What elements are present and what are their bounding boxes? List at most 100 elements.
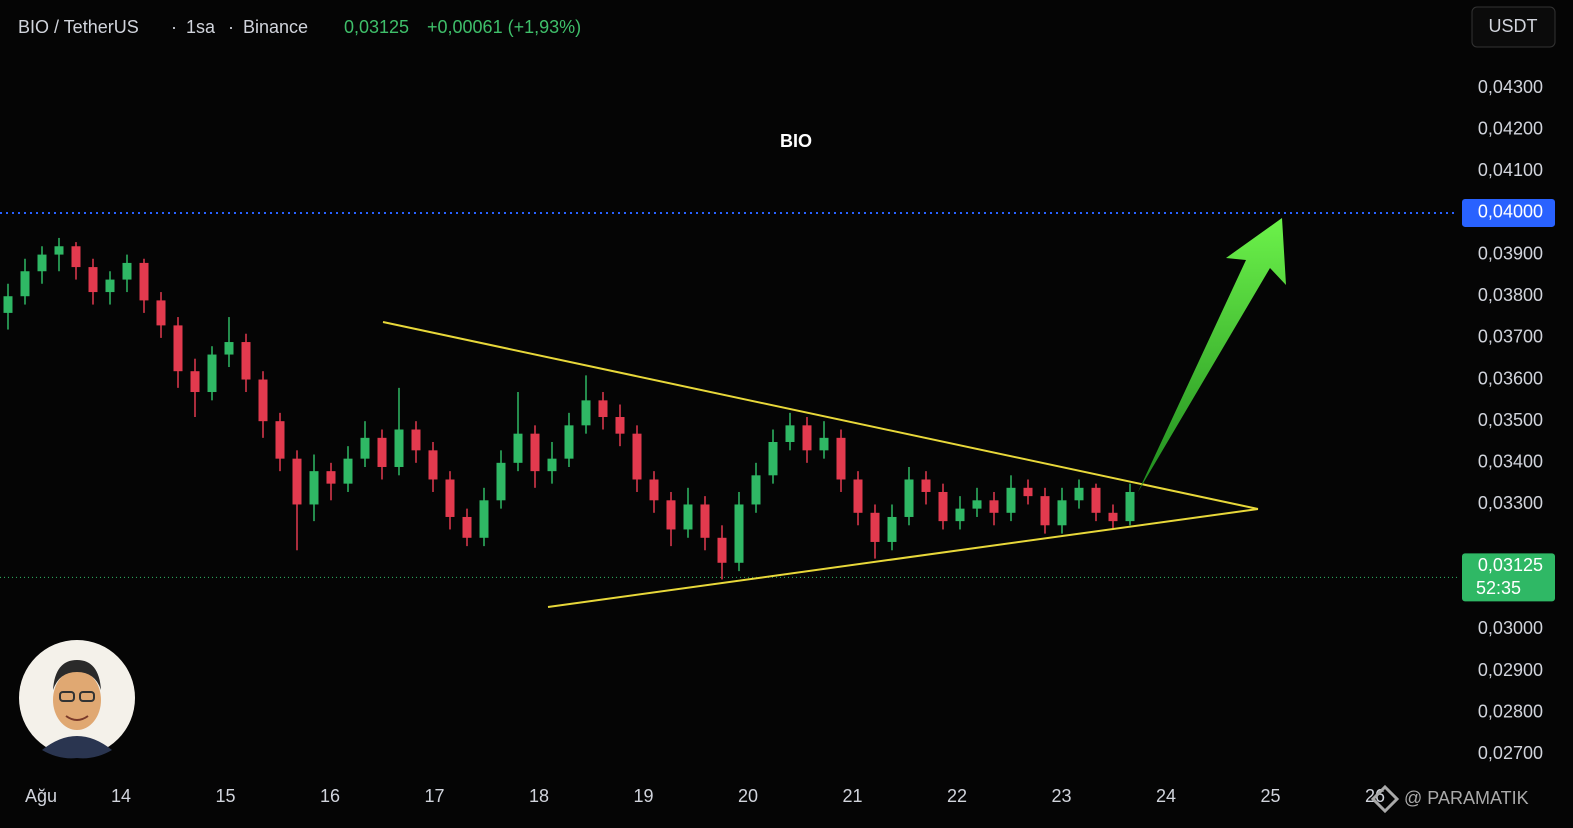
candle-body [1023, 487, 1033, 497]
candle-body [479, 500, 489, 538]
last-price-label: 0,03125 [1478, 555, 1543, 575]
candle-body [1040, 496, 1050, 526]
candle-body [649, 479, 659, 501]
candle-body [632, 433, 642, 480]
candle-body [1091, 487, 1101, 513]
candle-body [428, 450, 438, 480]
watermark: @ PARAMATIK [1370, 784, 1529, 814]
y-tick-label: 0,03600 [1478, 368, 1543, 388]
x-tick-label: 21 [842, 786, 862, 806]
candle-body [683, 504, 693, 530]
candle-body [54, 246, 64, 255]
x-tick-label: Ağu [25, 786, 57, 806]
x-tick-label: 25 [1260, 786, 1280, 806]
candle-body [360, 437, 370, 459]
candle-body [802, 425, 812, 451]
y-tick-label: 0,02900 [1478, 660, 1543, 680]
dot: · [171, 17, 177, 37]
candle-body [734, 504, 744, 563]
candle-body [37, 254, 47, 272]
candle-body [1006, 487, 1016, 513]
candle-body [581, 400, 591, 426]
candle-body [173, 325, 183, 372]
currency-button[interactable] [1471, 6, 1556, 48]
x-tick-label: 23 [1051, 786, 1071, 806]
candle-body [377, 437, 387, 467]
y-tick-label: 0,02800 [1478, 701, 1543, 721]
y-tick-label: 0,03900 [1478, 243, 1543, 263]
avatar [19, 640, 135, 759]
candle-body [156, 300, 166, 326]
y-tick-label: 0,03000 [1478, 618, 1543, 638]
candle-body [564, 425, 574, 459]
candle-body [190, 371, 200, 393]
candle-body [326, 471, 336, 484]
candle-body [1074, 487, 1084, 501]
y-tick-label: 0,03300 [1478, 493, 1543, 513]
candle-body [1108, 512, 1118, 522]
candle-body [309, 471, 319, 505]
chart-title: BIO [780, 131, 812, 151]
candle-body [615, 417, 625, 434]
plot: 0,04300 0,04200 0,04100 0,03900 0,03800 0,037… [0, 77, 1555, 806]
y-tick-label: 0,04100 [1478, 160, 1543, 180]
candle-body [462, 516, 472, 538]
level-label: 0,04000 [1478, 202, 1543, 222]
candle-body [3, 296, 13, 313]
x-tick-label: 14 [111, 786, 131, 806]
currency[interactable]: USDT [1489, 16, 1538, 36]
candle-body [717, 537, 727, 563]
candle-body [870, 512, 880, 542]
candle-body [275, 421, 285, 459]
header-price: 0,03125 [344, 17, 409, 37]
candle-body [139, 262, 149, 301]
x-tick-label: 22 [947, 786, 967, 806]
trendline [382, 321, 1259, 510]
y-tick-label: 0,04200 [1478, 118, 1543, 138]
candle-body [411, 429, 421, 451]
candle-body [598, 400, 608, 418]
candle-body [955, 508, 965, 522]
candle-body [666, 500, 676, 530]
candle-body [921, 479, 931, 492]
candle-body [785, 425, 795, 442]
candle-body [88, 267, 98, 293]
x-tick-label: 16 [320, 786, 340, 806]
candle-body [751, 475, 761, 505]
candle-body [768, 442, 778, 476]
candle-body [836, 437, 846, 480]
x-tick-label: 19 [633, 786, 653, 806]
candle-body [1125, 491, 1135, 522]
y-tick-label: 0,03800 [1478, 285, 1543, 305]
candle-body [904, 479, 914, 517]
candle-body [496, 462, 506, 501]
header-change: +0,00061 (+1,93%) [427, 17, 581, 37]
exchange: Binance [243, 17, 308, 37]
trendline [547, 508, 1259, 608]
candle-body [224, 342, 234, 355]
watermark-text: @ PARAMATIK [1404, 788, 1529, 808]
candle-body [122, 262, 132, 280]
x-tick-label: 18 [529, 786, 549, 806]
candle-body [207, 354, 217, 393]
countdown: 52:35 [1476, 578, 1521, 598]
symbol: BIO / TetherUS [18, 17, 139, 37]
candle-body [972, 500, 982, 509]
x-tick-label: 17 [424, 786, 444, 806]
candle-body [20, 271, 30, 297]
dot: · [228, 17, 234, 37]
y-tick-label: 0,02700 [1478, 743, 1543, 763]
y-tick-label: 0,03700 [1478, 327, 1543, 347]
candle-body [394, 429, 404, 467]
candle-body [241, 342, 251, 380]
x-tick-label: 15 [215, 786, 235, 806]
y-tick-label: 0,03500 [1478, 410, 1543, 430]
candle-body [258, 379, 268, 422]
candle-body [700, 504, 710, 538]
candle-body [513, 433, 523, 463]
candle-body [292, 458, 302, 505]
candle-body [819, 437, 829, 451]
candle-body [343, 458, 353, 484]
candle-body [989, 500, 999, 513]
